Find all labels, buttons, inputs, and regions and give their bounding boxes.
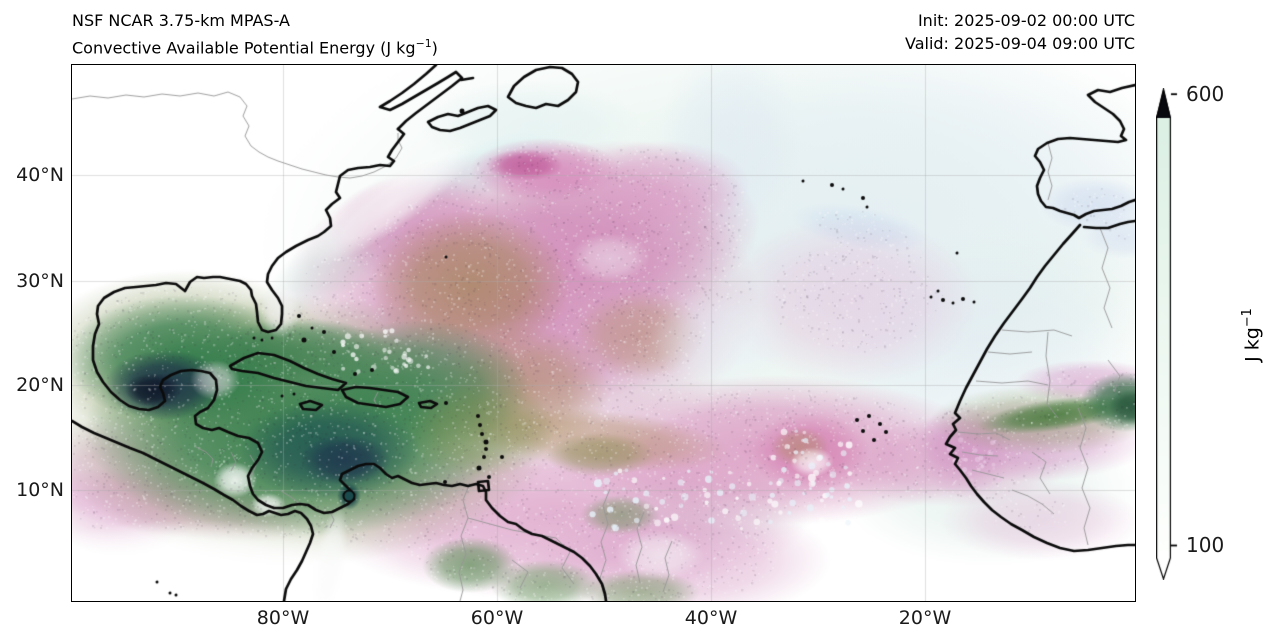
cape-map-canvas xyxy=(72,65,1135,601)
colorbar-unit-label: J kg−1 xyxy=(1240,308,1264,362)
valid-time: Valid: 2025-09-04 09:00 UTC xyxy=(904,34,1135,53)
colorbar-tick-label: 100 xyxy=(1186,533,1225,557)
y-tick-label: 40°N xyxy=(16,164,64,186)
x-tick-label: 60°W xyxy=(470,607,524,629)
time-block: Init: 2025-09-02 00:00 UTC Valid: 2025-0… xyxy=(905,9,1135,55)
y-tick-label: 10°N xyxy=(16,479,64,501)
y-tick-label: 30°N xyxy=(16,270,64,292)
colorbar-canvas xyxy=(1156,88,1182,580)
x-tick-label: 80°W xyxy=(256,607,310,629)
x-tick-label: 20°W xyxy=(898,607,952,629)
model-title: NSF NCAR 3.75-km MPAS-A xyxy=(72,11,290,30)
colorbar-tick-label: 600 xyxy=(1186,81,1225,106)
variable-title: Convective Available Potential Energy (J… xyxy=(72,37,438,58)
unit-superscript: −1 xyxy=(1240,308,1255,328)
title-block: NSF NCAR 3.75-km MPAS-A Convective Avail… xyxy=(72,9,438,59)
map-frame xyxy=(71,64,1136,602)
x-tick-label: 40°W xyxy=(684,607,738,629)
title-superscript: −1 xyxy=(415,37,432,50)
y-tick-label: 20°N xyxy=(16,374,64,396)
init-time: Init: 2025-09-02 00:00 UTC xyxy=(917,11,1135,30)
